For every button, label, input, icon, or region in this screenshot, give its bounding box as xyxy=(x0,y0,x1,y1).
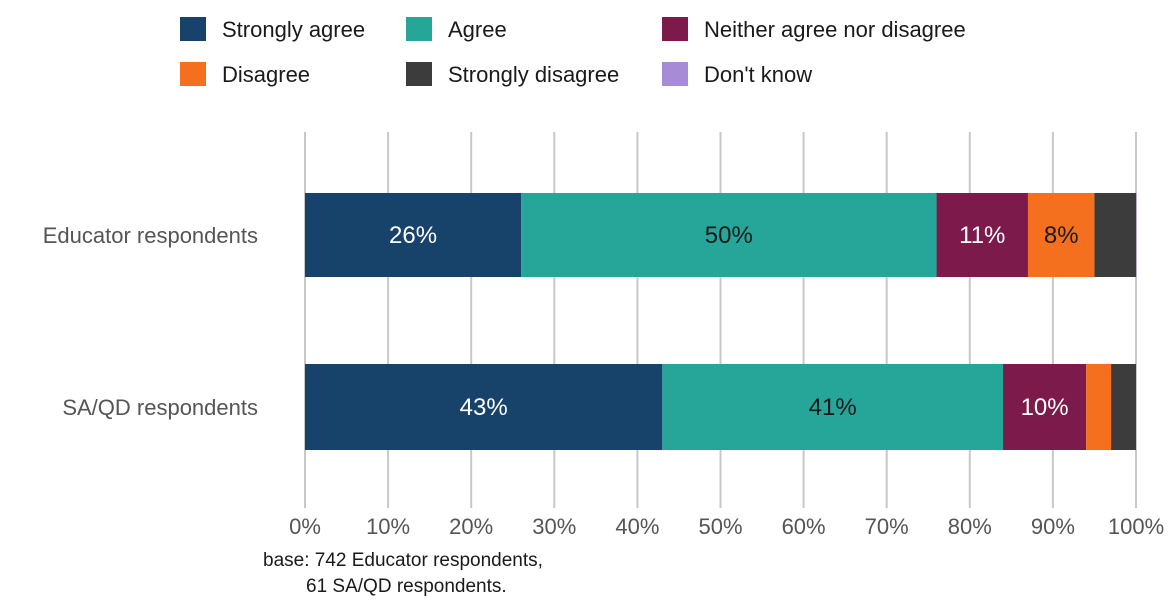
bar-segment-disagree xyxy=(1086,364,1112,450)
legend-label: Don't know xyxy=(704,62,812,87)
x-axis-ticks: 0% 10% 20% 30% 40% 50% 60% 70% 80% 90% 100% xyxy=(289,514,1164,539)
bar-segment-agree xyxy=(662,364,1004,450)
legend-swatch xyxy=(406,17,432,41)
bar-value-label: 11% xyxy=(959,222,1005,249)
x-tick-label: 70% xyxy=(865,514,909,539)
bar-value-label: 10% xyxy=(1021,394,1069,421)
x-tick-label: 20% xyxy=(449,514,493,539)
bar-value-label: 8% xyxy=(1044,222,1079,249)
legend-swatch xyxy=(662,17,688,41)
legend-swatch xyxy=(662,62,688,86)
legend-label: Strongly agree xyxy=(222,17,365,42)
category-labels: Educator respondents SA/QD respondents xyxy=(43,223,258,420)
bars: 26% 50% 11% 8% 43% 41% 10% xyxy=(305,193,1137,450)
legend: Strongly agree Agree Neither agree nor dis… xyxy=(180,17,966,87)
bar-value-label: 26% xyxy=(389,222,437,249)
legend-label: Strongly disagree xyxy=(448,62,619,87)
x-tick-label: 90% xyxy=(1031,514,1075,539)
category-label: SA/QD respondents xyxy=(62,395,258,420)
bar-segment-strongly-disagree xyxy=(1111,364,1136,450)
legend-item-agree: Agree xyxy=(406,17,507,42)
bar-segment-don-t-know xyxy=(1136,193,1137,277)
bar-segment-disagree xyxy=(1027,193,1095,277)
legend-item-strongly-agree: Strongly agree xyxy=(180,17,365,42)
category-label: Educator respondents xyxy=(43,223,258,248)
x-tick-label: 100% xyxy=(1108,514,1164,539)
note-line-2: 61 SA/QD respondents. xyxy=(306,576,507,597)
bar-segment-strongly-disagree xyxy=(1094,193,1136,277)
x-tick-label: 40% xyxy=(615,514,659,539)
x-tick-label: 0% xyxy=(289,514,321,539)
x-tick-label: 60% xyxy=(782,514,826,539)
x-tick-label: 80% xyxy=(948,514,992,539)
legend-label: Neither agree nor disagree xyxy=(704,17,966,42)
bar-segment-agree xyxy=(521,193,937,277)
bar-segment-neither-agree-nor-disagree xyxy=(1003,364,1087,450)
bar-segment-strongly-agree xyxy=(305,364,663,450)
legend-item-neither-agree-nor-disagree: Neither agree nor disagree xyxy=(662,17,966,42)
gridlines xyxy=(304,132,1137,508)
bar-row-educator-respondents: 26% 50% 11% 8% xyxy=(305,193,1137,277)
legend-item-don-t-know: Don't know xyxy=(662,62,812,87)
legend-swatch xyxy=(406,62,432,86)
legend-swatch xyxy=(180,62,206,86)
legend-item-strongly-disagree: Strongly disagree xyxy=(406,62,619,87)
legend-label: Disagree xyxy=(222,62,310,87)
bar-value-label: 50% xyxy=(705,222,753,249)
x-tick-label: 30% xyxy=(532,514,576,539)
bar-value-label: 43% xyxy=(460,394,508,421)
x-tick-label: 50% xyxy=(698,514,742,539)
bar-segment-strongly-agree xyxy=(305,193,522,277)
x-tick-label: 10% xyxy=(366,514,410,539)
bar-value-label: 41% xyxy=(809,394,857,421)
legend-swatch xyxy=(180,17,206,41)
legend-label: Agree xyxy=(448,17,507,42)
legend-item-disagree: Disagree xyxy=(180,62,310,87)
bar-segment-neither-agree-nor-disagree xyxy=(936,193,1028,277)
note-line-1: base: 742 Educator respondents, xyxy=(263,550,543,571)
bar-row-sa-qd-respondents: 43% 41% 10% xyxy=(305,364,1136,450)
